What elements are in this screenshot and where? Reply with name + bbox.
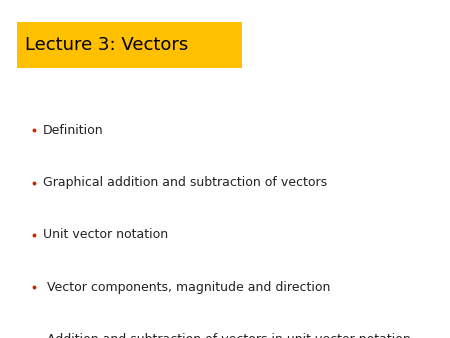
Text: Vector components, magnitude and direction: Vector components, magnitude and directi… <box>43 281 330 294</box>
Text: Addition and subtraction of vectors in unit vector notation: Addition and subtraction of vectors in u… <box>43 333 410 338</box>
Text: Graphical addition and subtraction of vectors: Graphical addition and subtraction of ve… <box>43 176 327 189</box>
Text: Definition: Definition <box>43 124 104 137</box>
FancyBboxPatch shape <box>17 22 242 68</box>
Text: Lecture 3: Vectors: Lecture 3: Vectors <box>25 35 188 54</box>
Text: Unit vector notation: Unit vector notation <box>43 228 168 241</box>
